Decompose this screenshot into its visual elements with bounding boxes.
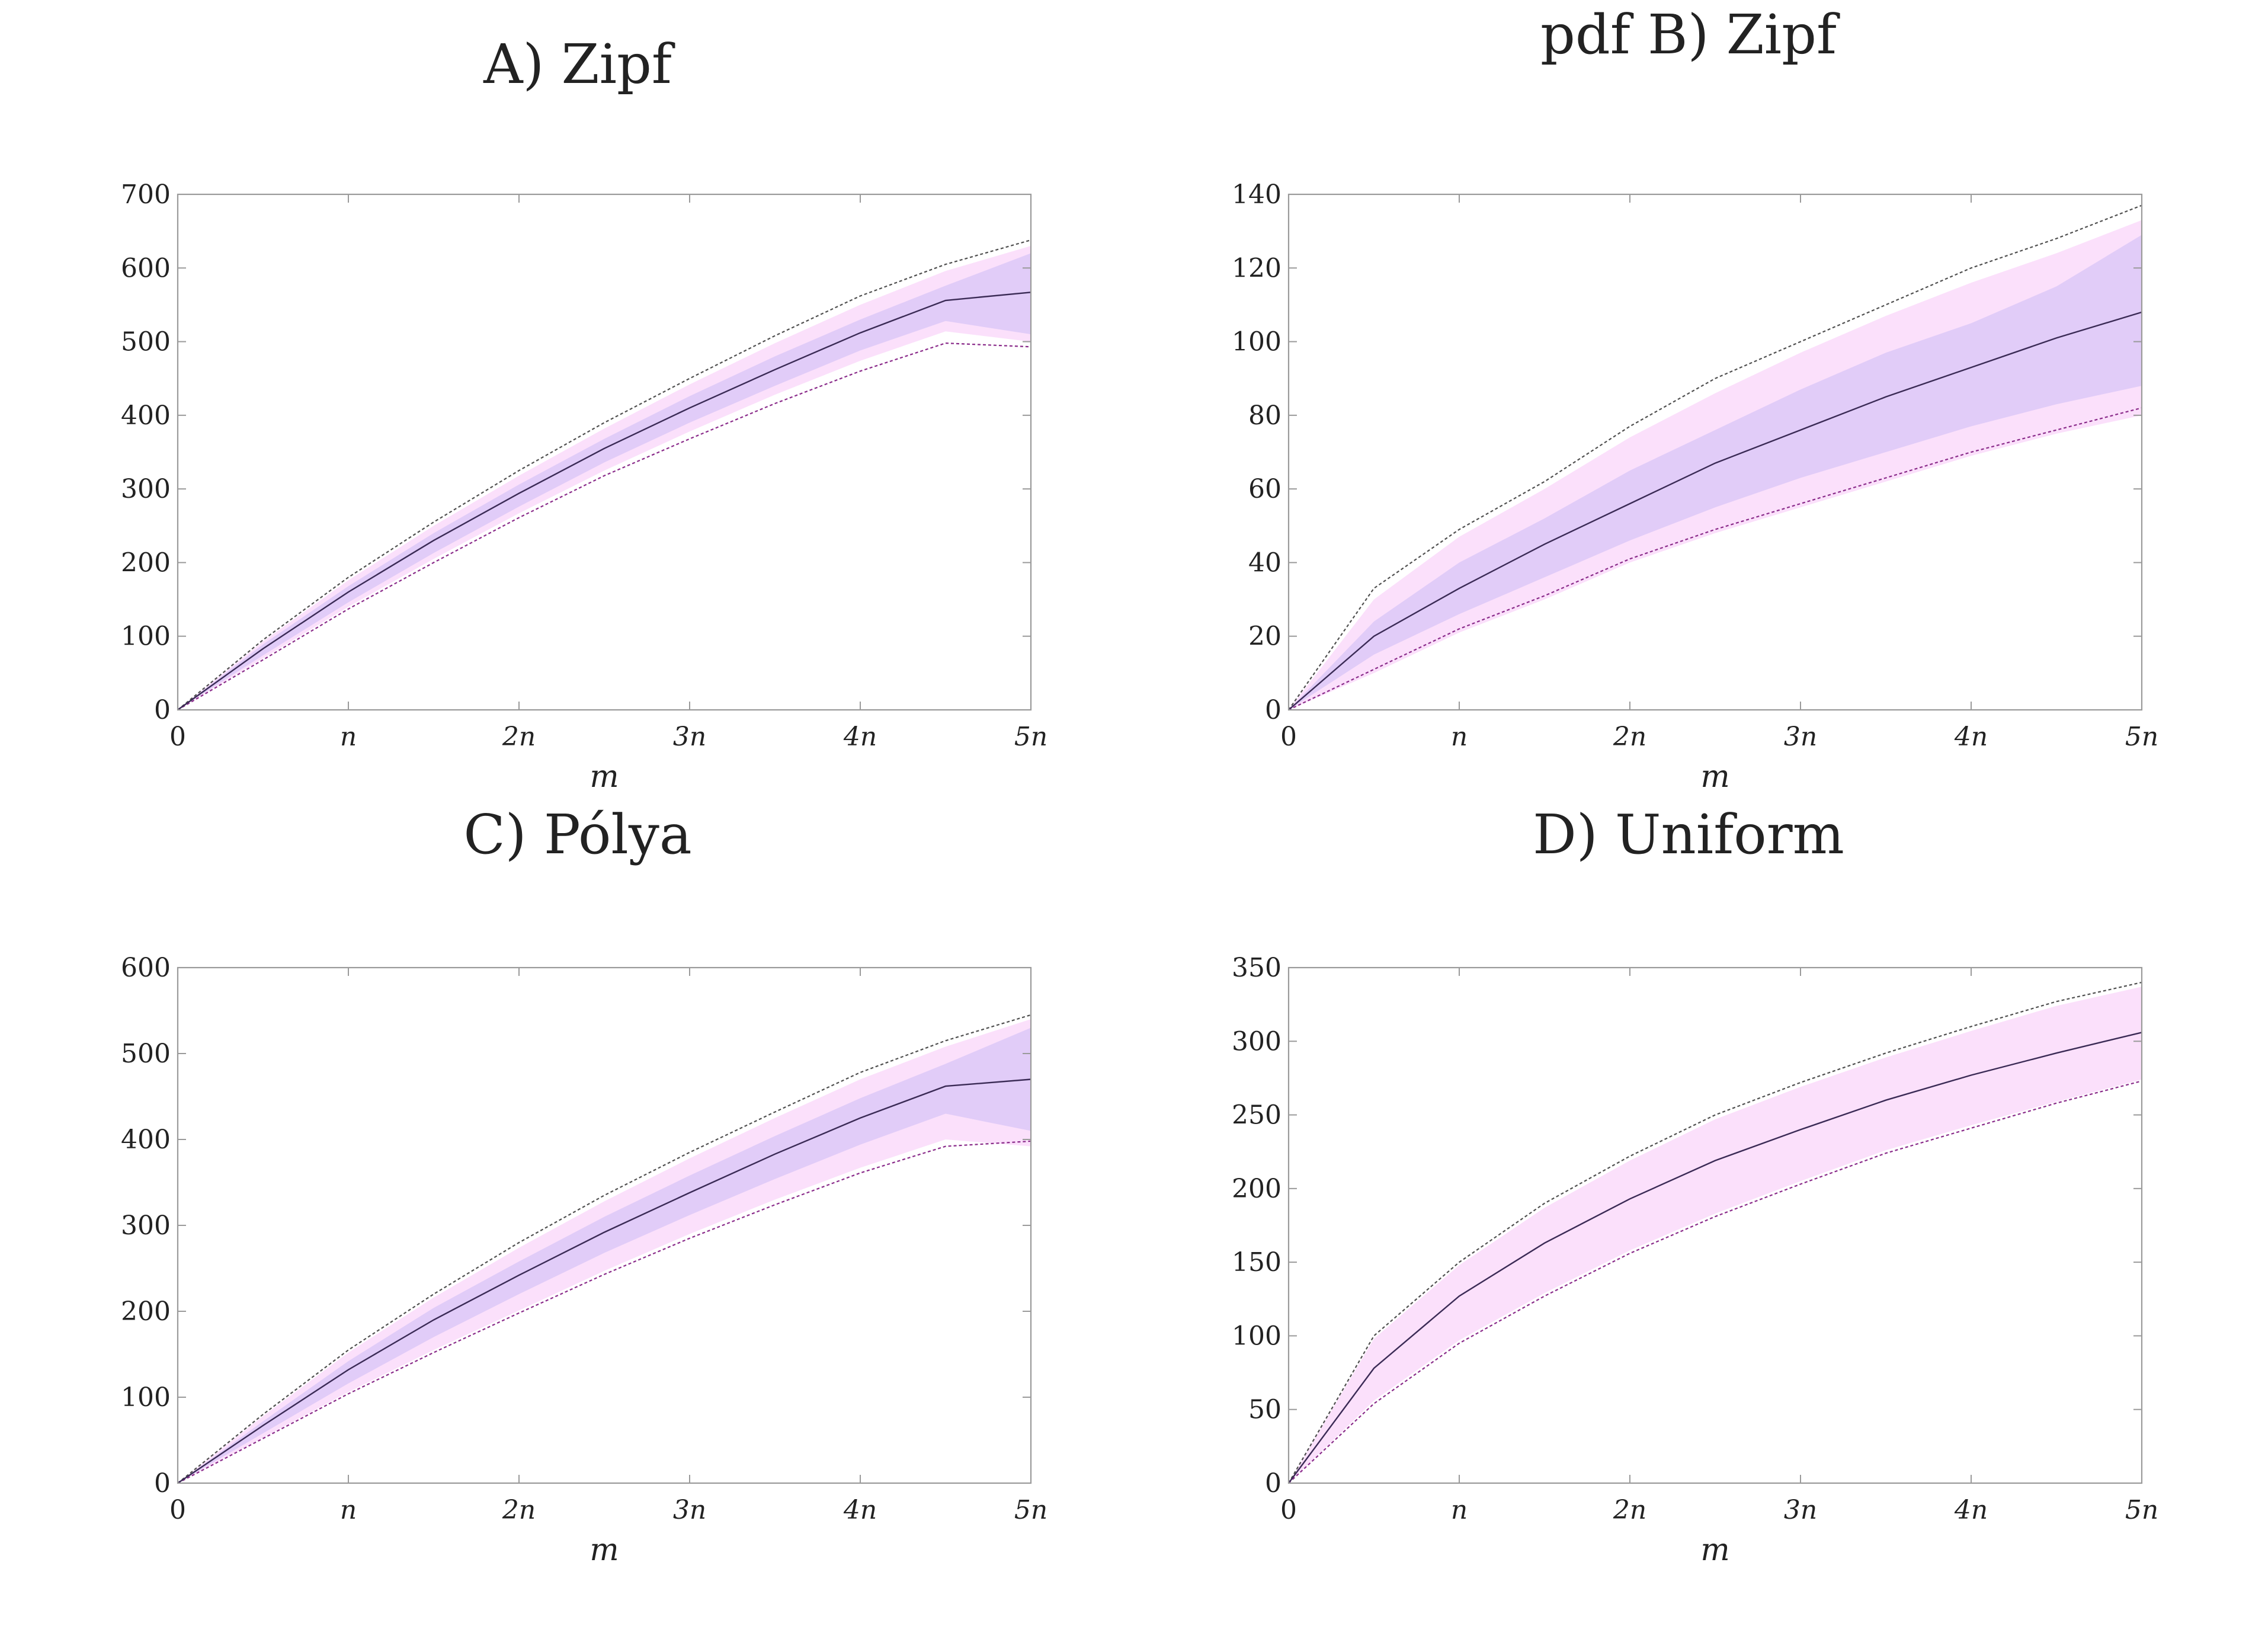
y-tick-label: 300 xyxy=(121,474,171,504)
y-tick-label: 140 xyxy=(1232,180,1282,210)
x-tick-label: 3n xyxy=(1784,722,1817,752)
x-tick-label: 5n xyxy=(1014,722,1047,752)
y-tick-label: 300 xyxy=(1232,1026,1282,1056)
median-line xyxy=(1288,1032,2142,1484)
chart-title: D) Uniform xyxy=(1533,803,1844,866)
chart-title: A) Zipf xyxy=(483,33,675,96)
y-tick-label: 150 xyxy=(1232,1247,1282,1278)
y-tick-label: 600 xyxy=(121,253,171,283)
lower-extreme-line xyxy=(177,1140,1031,1484)
x-axis-label: m xyxy=(590,1532,619,1568)
inner-quantile-band xyxy=(178,1027,1031,1483)
x-tick-label: 2n xyxy=(1613,1495,1646,1525)
x-tick-label: 0 xyxy=(1280,722,1297,752)
x-tick-label: 3n xyxy=(673,722,706,752)
x-tick-label: 0 xyxy=(1280,1495,1297,1525)
x-tick-label: n xyxy=(1451,1495,1468,1525)
y-tick-label: 100 xyxy=(1232,1321,1282,1351)
y-tick-label: 40 xyxy=(1248,548,1282,578)
x-tick-label: n xyxy=(340,722,357,752)
y-tick-label: 50 xyxy=(1248,1395,1282,1425)
median-line xyxy=(177,292,1031,710)
x-tick-label: 5n xyxy=(2125,722,2158,752)
x-tick-label: 4n xyxy=(843,722,877,752)
outer-quantile-band xyxy=(1289,987,2142,1483)
x-tick-label: 2n xyxy=(502,722,536,752)
y-tick-label: 0 xyxy=(154,1468,171,1499)
chart-title: C) Pólya xyxy=(463,803,691,866)
y-tick-label: 300 xyxy=(121,1211,171,1241)
chart-panel-3: 0 n 2n 3n 4n 5n 0 50 100 150 200 250 300 350 m D) Unifo… xyxy=(1232,803,2158,1568)
y-tick-label: 80 xyxy=(1248,401,1282,431)
y-tick-label: 100 xyxy=(121,622,171,652)
y-tick-label: 0 xyxy=(154,695,171,725)
y-tick-label: 400 xyxy=(121,1125,171,1155)
y-tick-label: 500 xyxy=(121,327,171,357)
y-tick-label: 60 xyxy=(1248,474,1282,504)
plot-frame xyxy=(1287,966,2143,1484)
x-tick-label: 4n xyxy=(1954,722,1988,752)
x-tick-label: 2n xyxy=(502,1495,536,1525)
x-tick-label: n xyxy=(340,1495,357,1525)
median-line xyxy=(1288,311,2142,710)
y-tick-label: 20 xyxy=(1248,622,1282,652)
x-tick-label: 0 xyxy=(169,722,186,752)
x-tick-label: 4n xyxy=(1954,1495,1988,1525)
y-tick-label: 120 xyxy=(1232,253,1282,283)
median-line xyxy=(177,1078,1031,1484)
lower-extreme-line xyxy=(177,342,1031,710)
x-tick-label: n xyxy=(1451,722,1468,752)
chart-panel-2: 0 n 2n 3n 4n 5n 0 100 200 300 400 500 600 m C) Pólya xyxy=(121,803,1047,1568)
x-axis-label: m xyxy=(590,759,619,795)
plot-frame xyxy=(1287,193,2143,711)
x-tick-label: 5n xyxy=(1014,1495,1047,1525)
inner-quantile-band xyxy=(1289,235,2142,710)
chart-panel-0: 0 n 2n 3n 4n 5n 0 100 200 300 400 500 600 700 m A) Zipf xyxy=(121,33,1047,795)
x-tick-label: 0 xyxy=(169,1495,186,1525)
x-tick-label: 3n xyxy=(673,1495,706,1525)
y-tick-label: 350 xyxy=(1232,953,1282,983)
y-tick-label: 200 xyxy=(1232,1174,1282,1204)
plot-frame xyxy=(177,193,1032,711)
chart-panel-1: 0 n 2n 3n 4n 5n 0 20 40 60 80 100 120 140 m pdf B) Zipf xyxy=(1232,3,2158,795)
y-tick-label: 200 xyxy=(121,548,171,578)
lower-extreme-line xyxy=(1288,407,2142,710)
inner-quantile-band xyxy=(178,253,1031,710)
lower-extreme-line xyxy=(1288,1080,2142,1484)
y-tick-label: 0 xyxy=(1265,1468,1282,1499)
x-tick-label: 2n xyxy=(1613,722,1646,752)
y-tick-label: 400 xyxy=(121,401,171,431)
y-tick-label: 0 xyxy=(1265,695,1282,725)
y-tick-label: 100 xyxy=(1232,327,1282,357)
upper-extreme-line xyxy=(1288,204,2142,710)
y-tick-label: 500 xyxy=(121,1039,171,1069)
x-axis-label: m xyxy=(1700,1532,1729,1568)
y-tick-label: 600 xyxy=(121,953,171,983)
y-tick-label: 700 xyxy=(121,180,171,210)
x-tick-label: 4n xyxy=(843,1495,877,1525)
chart-title: pdf B) Zipf xyxy=(1540,3,1840,66)
y-tick-label: 100 xyxy=(121,1382,171,1413)
y-tick-label: 200 xyxy=(121,1296,171,1327)
x-axis-label: m xyxy=(1700,759,1729,795)
x-tick-label: 5n xyxy=(2125,1495,2158,1525)
x-tick-label: 3n xyxy=(1784,1495,1817,1525)
y-tick-label: 250 xyxy=(1232,1100,1282,1131)
upper-extreme-line xyxy=(1288,981,2142,1484)
